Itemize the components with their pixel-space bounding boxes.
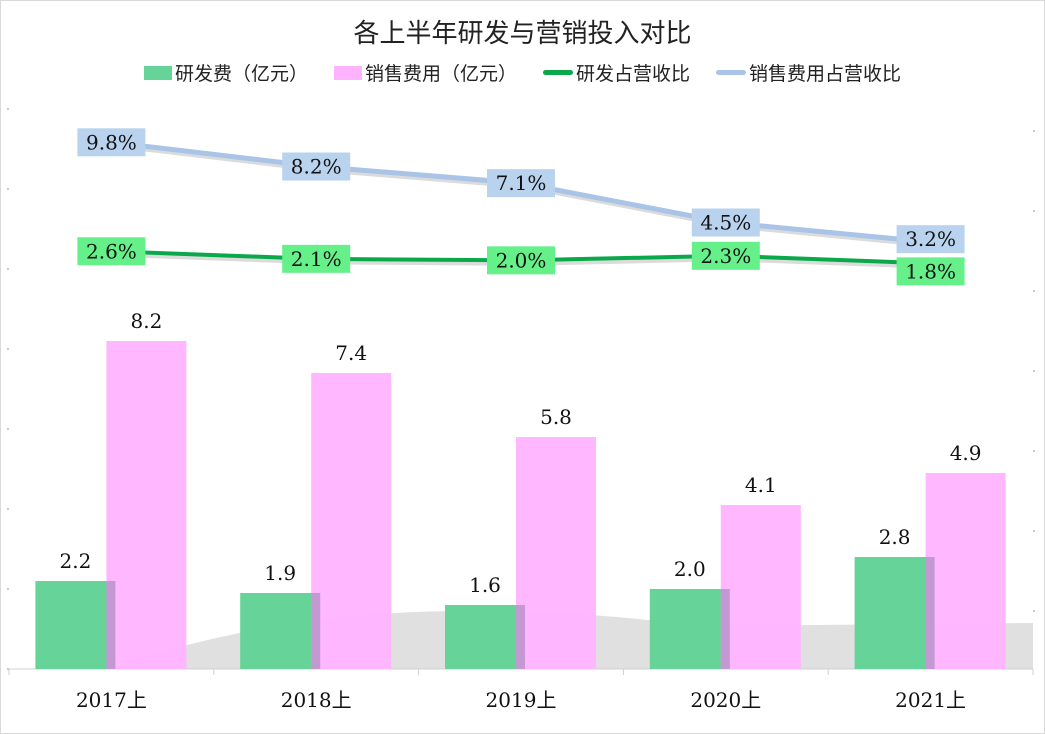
point-label: 9.8% bbox=[86, 130, 137, 154]
legend-item-sales-cost[interactable]: 销售费用（亿元） bbox=[333, 59, 517, 86]
point-label-bg bbox=[77, 128, 146, 157]
bar-overlap bbox=[516, 605, 525, 669]
x-tick-label: 2021上 bbox=[895, 688, 966, 712]
point-label-bg bbox=[282, 244, 351, 273]
legend-label: 销售费用（亿元） bbox=[364, 63, 517, 85]
x-tick-label: 2019上 bbox=[486, 688, 557, 712]
bar-overlap bbox=[106, 581, 116, 669]
bar-label: 1.9 bbox=[264, 561, 296, 585]
legend: 研发费（亿元） 销售费用（亿元） 研发占营收比 销售费用占营收比 bbox=[1, 59, 1044, 86]
point-label-bg bbox=[896, 225, 965, 254]
x-tick-label: 2017上 bbox=[76, 688, 147, 712]
legend-swatch bbox=[543, 70, 573, 75]
bar-sales-cost bbox=[106, 341, 187, 669]
point-label: 2.3% bbox=[700, 244, 751, 268]
point-label: 8.2% bbox=[291, 155, 342, 179]
legend-label: 销售费用占营收比 bbox=[749, 63, 902, 85]
bar-label: 4.9 bbox=[950, 441, 982, 465]
bar-label: 5.8 bbox=[540, 405, 572, 429]
bar-sales-cost bbox=[516, 437, 596, 669]
point-label: 2.0% bbox=[496, 248, 547, 272]
point-label: 3.2% bbox=[905, 227, 956, 251]
point-label: 2.1% bbox=[291, 247, 342, 271]
point-label-bg bbox=[487, 246, 555, 275]
legend-swatch bbox=[716, 70, 747, 75]
point-label: 7.1% bbox=[496, 171, 547, 195]
bar-overlap bbox=[311, 593, 321, 669]
bar-overlap bbox=[925, 557, 935, 669]
bar-label: 2.8 bbox=[879, 525, 911, 549]
bar-label: 4.1 bbox=[745, 473, 777, 497]
point-label-bg bbox=[282, 152, 351, 181]
point-label-bg bbox=[691, 208, 760, 237]
bar-sales-cost bbox=[720, 505, 801, 669]
chart-title: 各上半年研发与营销投入对比 bbox=[353, 19, 692, 49]
legend-item-rd-cost[interactable]: 研发费（亿元） bbox=[143, 59, 308, 86]
bar-rd-cost bbox=[854, 557, 935, 669]
point-label-bg bbox=[691, 241, 760, 270]
point-label-bg bbox=[487, 169, 555, 198]
bar-label: 1.6 bbox=[469, 573, 501, 597]
point-label: 1.8% bbox=[905, 259, 956, 283]
bar-label: 8.2 bbox=[130, 309, 162, 333]
bar-label: 7.4 bbox=[335, 341, 367, 365]
point-label-bg bbox=[77, 237, 146, 266]
bar-label: 2.0 bbox=[674, 557, 706, 581]
bar-sales-cost bbox=[311, 373, 392, 669]
bar-label: 2.2 bbox=[59, 549, 91, 573]
legend-swatch bbox=[333, 65, 362, 80]
legend-item-sales-ratio[interactable]: 销售费用占营收比 bbox=[716, 59, 901, 86]
bar-rd-cost bbox=[649, 589, 730, 669]
x-tick-label: 2020上 bbox=[690, 688, 761, 712]
bar-sales-cost bbox=[925, 473, 1006, 669]
legend-label: 研发费（亿元） bbox=[174, 63, 308, 85]
bar-rd-cost bbox=[240, 593, 321, 669]
bar-overlap bbox=[720, 589, 730, 669]
legend-label: 研发占营收比 bbox=[576, 63, 691, 85]
point-label: 2.6% bbox=[86, 239, 137, 263]
bar-rd-cost bbox=[35, 581, 116, 669]
x-tick-label: 2018上 bbox=[281, 688, 352, 712]
legend-item-rd-ratio[interactable]: 研发占营收比 bbox=[543, 59, 690, 86]
point-label: 4.5% bbox=[700, 211, 751, 235]
point-label-bg bbox=[896, 257, 965, 286]
legend-swatch bbox=[143, 65, 172, 80]
bar-rd-cost bbox=[445, 605, 525, 669]
